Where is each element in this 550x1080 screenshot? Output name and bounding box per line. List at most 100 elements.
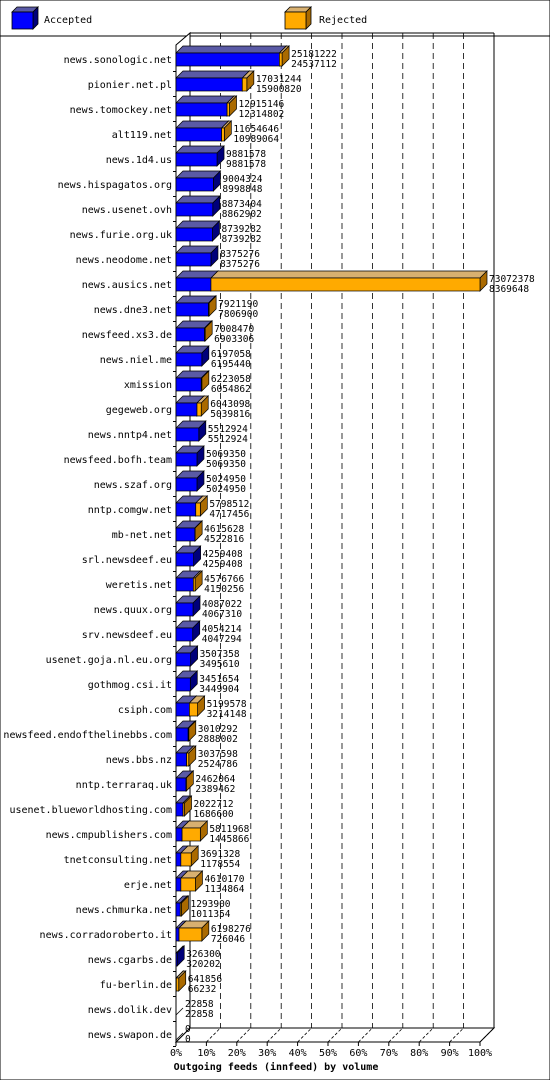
- bar-accepted: [175, 552, 194, 567]
- row-label: srv.newsdeef.eu: [82, 630, 172, 641]
- value-label-top: 3010292: [198, 724, 238, 735]
- x-axis-title: Outgoing feeds (innfeed) by volume: [174, 1061, 379, 1073]
- bar-accepted: [175, 927, 180, 942]
- value-label-top: 2462064: [195, 774, 235, 785]
- value-label-bottom: 4067310: [202, 609, 242, 620]
- gridline-floor: [266, 1027, 282, 1043]
- value-label-top: 5798512: [209, 499, 249, 510]
- row-label: nntp.comgw.net: [88, 505, 172, 516]
- value-label-bottom: 24537112: [291, 59, 337, 70]
- gridline-floor: [206, 1027, 221, 1043]
- bar-rejected: [175, 977, 180, 992]
- bar-rejected: [279, 52, 283, 67]
- bar-accepted: [175, 577, 194, 592]
- value-label-bottom: 8862902: [222, 209, 262, 220]
- value-label-top: 4576766: [204, 574, 244, 585]
- legend-accepted-label: Accepted: [44, 15, 92, 26]
- value-label-top: 6043098: [210, 399, 250, 410]
- value-label-top: 5512924: [208, 424, 248, 435]
- row-label: news.swapon.de: [88, 1030, 172, 1041]
- bar-rejected: [187, 727, 190, 742]
- bar-accepted: [175, 152, 218, 167]
- bar-accepted: [175, 677, 191, 692]
- value-label-bottom: 8375276: [220, 259, 260, 270]
- bar-accepted: [175, 527, 196, 542]
- row-label: usenet.goja.nl.eu.org: [46, 655, 172, 666]
- value-label-top: 25181222: [291, 49, 337, 60]
- bar-accepted: [175, 277, 212, 292]
- x-tick-label: 80%: [410, 1048, 428, 1059]
- bar-accepted: [175, 952, 178, 967]
- gridline-floor: [358, 1027, 373, 1043]
- value-label-top: 8873404: [222, 199, 262, 210]
- value-label-top: 4054214: [202, 624, 242, 635]
- row-label: news.cgarbs.de: [88, 955, 172, 966]
- bar-accepted-top: [175, 120, 230, 129]
- row-label: erje.net: [124, 880, 172, 891]
- plot-area: 0% 10% 20% 30% 40% 50% 60% 70% 80% 90% 100% news.so…: [3, 31, 535, 1059]
- value-label-bottom: 2389462: [195, 784, 235, 795]
- bar-empty: [175, 1007, 184, 1016]
- value-label-bottom: 6054862: [211, 384, 251, 395]
- row-label: weretis.net: [106, 580, 172, 591]
- value-label-top: 9881578: [226, 149, 266, 160]
- bar-rejected: [196, 402, 202, 417]
- legend-accepted-swatch: [11, 11, 34, 30]
- row-label: news.bbs.nz: [106, 755, 172, 766]
- bar-rejected: [180, 877, 196, 892]
- value-label-top: 4615628: [204, 524, 244, 535]
- value-label-top: 6198276: [211, 924, 251, 935]
- value-label-bottom: 4259408: [203, 559, 243, 570]
- x-tick-label: 40%: [289, 1048, 307, 1059]
- bar-rejected: [178, 927, 203, 942]
- bar-accepted: [175, 777, 187, 792]
- row-label: nntp.terraraq.uk: [76, 780, 172, 791]
- value-label-bottom: 1134864: [204, 884, 244, 895]
- bar-rejected-top: [210, 270, 488, 279]
- bar-accepted: [175, 202, 214, 217]
- bar-accepted-top: [175, 95, 235, 104]
- gridline-floor: [327, 1027, 343, 1043]
- bar-accepted: [175, 802, 184, 817]
- bar-accepted: [175, 752, 187, 767]
- bar-accepted: [175, 502, 197, 517]
- gridline-floor: [479, 1027, 495, 1043]
- bar-rejected: [200, 377, 203, 392]
- bar-accepted-top: [175, 170, 222, 179]
- value-label-bottom: 8998848: [222, 184, 262, 195]
- bar-accepted: [175, 327, 205, 342]
- bar-rejected: [204, 327, 206, 342]
- value-label-top: 4610170: [204, 874, 244, 885]
- row-label: news.1d4.us: [106, 155, 172, 166]
- bar-accepted: [175, 102, 228, 117]
- bar-rejected: [180, 852, 192, 867]
- legend: Accepted Rejected: [11, 6, 367, 30]
- row-label: news.nntp4.net: [88, 430, 172, 441]
- x-tick-label: 50%: [319, 1048, 337, 1059]
- value-label-bottom: 2524786: [198, 759, 238, 770]
- row-label: alt119.net: [112, 130, 172, 141]
- row-label: newsfeed.xs3.de: [82, 330, 172, 341]
- bar-accepted-top: [175, 220, 221, 229]
- value-label-top: 3037598: [198, 749, 238, 760]
- value-label-top: 9004324: [222, 174, 262, 185]
- bar-accepted: [175, 827, 183, 842]
- row-label: tnetconsulting.net: [64, 855, 172, 866]
- row-label: news.quux.org: [94, 605, 172, 616]
- row-label: news.szaf.org: [94, 480, 172, 491]
- row-label: xmission: [124, 380, 172, 391]
- bar-accepted: [175, 227, 213, 242]
- value-label-bottom: 4150256: [204, 584, 244, 595]
- legend-item-rejected: Rejected: [284, 6, 367, 30]
- bar-rejected: [186, 752, 190, 767]
- row-label: news.ausics.net: [82, 280, 172, 291]
- gridline-floor: [297, 1027, 312, 1043]
- value-label-bottom: 15900820: [256, 84, 302, 95]
- value-label-bottom: 2888002: [198, 734, 238, 745]
- bar-accepted: [175, 302, 209, 317]
- value-label-top: 17031244: [256, 74, 302, 85]
- value-label-bottom: 8739282: [221, 234, 261, 245]
- bar-accepted: [175, 652, 191, 667]
- bar-accepted: [175, 877, 182, 892]
